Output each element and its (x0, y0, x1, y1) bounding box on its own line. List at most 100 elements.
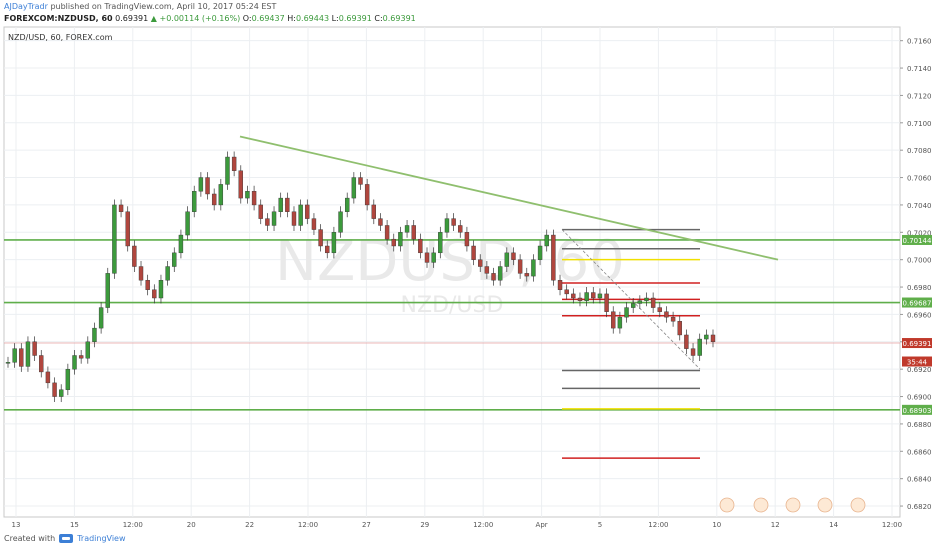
candle-body[interactable] (98, 307, 104, 329)
candle-body[interactable] (577, 297, 583, 301)
candle-body[interactable] (624, 307, 629, 318)
candle-body[interactable] (105, 273, 110, 308)
candle-body[interactable] (178, 234, 184, 254)
candle-body[interactable] (551, 234, 556, 281)
candle-body[interactable] (384, 225, 390, 240)
candle-body[interactable] (285, 197, 290, 212)
candle-body[interactable] (704, 334, 709, 340)
candle-body[interactable] (172, 252, 177, 267)
candle-body[interactable] (358, 177, 363, 185)
candle-body[interactable] (318, 229, 323, 247)
candle-body[interactable] (657, 307, 662, 312)
candle-body[interactable] (424, 252, 430, 263)
candle-body[interactable] (331, 232, 337, 254)
candle-body[interactable] (438, 232, 443, 254)
candle-body[interactable] (325, 245, 330, 254)
candle-body[interactable] (511, 252, 516, 260)
descending-trendline[interactable] (239, 135, 779, 261)
candle-body[interactable] (597, 293, 603, 299)
candle-body[interactable] (205, 177, 210, 195)
candle-body[interactable] (211, 193, 217, 206)
candle-body[interactable] (59, 389, 64, 397)
candle-body[interactable] (39, 355, 44, 373)
candle-body[interactable] (664, 311, 669, 318)
candle-body[interactable] (458, 225, 463, 233)
candle-body[interactable] (531, 259, 536, 277)
candle-body[interactable] (484, 266, 490, 274)
candle-body[interactable] (630, 303, 636, 308)
candle-body[interactable] (584, 292, 589, 301)
candle-body[interactable] (158, 280, 164, 299)
candle-body[interactable] (517, 259, 523, 274)
candle-body[interactable] (650, 297, 656, 308)
candle-body[interactable] (132, 245, 137, 267)
candle-body[interactable] (65, 368, 71, 390)
plot-area[interactable] (3, 26, 901, 518)
candle-body[interactable] (5, 362, 11, 364)
candle-body[interactable] (152, 289, 157, 299)
candle-body[interactable] (92, 327, 97, 343)
candle-body[interactable] (418, 238, 423, 254)
tradingview-brand[interactable]: TradingView (77, 534, 126, 543)
candle-body[interactable] (604, 293, 609, 312)
candle-body[interactable] (491, 273, 496, 281)
candle-body[interactable] (305, 204, 310, 219)
candle-body[interactable] (298, 204, 303, 226)
candle-body[interactable] (145, 280, 150, 290)
candle-body[interactable] (265, 218, 270, 226)
candle-body[interactable] (617, 316, 623, 329)
candle-body[interactable] (192, 191, 197, 212)
candle-body[interactable] (225, 156, 230, 185)
candle-body[interactable] (564, 289, 569, 295)
candle-body[interactable] (311, 218, 317, 230)
candle-body[interactable] (344, 197, 350, 212)
candle-body[interactable] (291, 211, 297, 226)
candle-body[interactable] (378, 218, 383, 226)
candle-body[interactable] (364, 184, 370, 206)
candle-body[interactable] (391, 238, 396, 247)
economic-event-icon[interactable] (850, 497, 866, 513)
candle-body[interactable] (464, 232, 470, 247)
candle-body[interactable] (557, 280, 563, 290)
candle-body[interactable] (12, 348, 17, 363)
candle-body[interactable] (537, 245, 543, 260)
candle-body[interactable] (19, 348, 24, 367)
candle-body[interactable] (611, 311, 616, 329)
candle-body[interactable] (32, 341, 37, 356)
economic-event-icon[interactable] (719, 497, 735, 513)
candle-body[interactable] (72, 355, 77, 370)
author-link[interactable]: AJDayTradr (4, 2, 48, 11)
candle-body[interactable] (85, 341, 91, 359)
candle-body[interactable] (371, 204, 377, 219)
candle-body[interactable] (644, 297, 649, 301)
candle-body[interactable] (231, 156, 237, 171)
candle-body[interactable] (670, 316, 676, 322)
candle-body[interactable] (185, 211, 190, 236)
candle-body[interactable] (338, 211, 343, 233)
candle-body[interactable] (125, 211, 130, 247)
candle-body[interactable] (451, 218, 456, 226)
candle-body[interactable] (398, 232, 403, 247)
candle-body[interactable] (238, 170, 243, 199)
candle-body[interactable] (52, 382, 57, 397)
candle-body[interactable] (497, 266, 503, 281)
candle-body[interactable] (571, 293, 576, 299)
candle-body[interactable] (637, 300, 643, 304)
candle-body[interactable] (118, 204, 124, 212)
candle-body[interactable] (690, 348, 696, 356)
candle-body[interactable] (251, 191, 257, 206)
candle-body[interactable] (404, 225, 410, 233)
economic-event-icon[interactable] (817, 497, 833, 513)
candle-body[interactable] (218, 184, 224, 206)
candle-body[interactable] (278, 197, 283, 212)
fib-trend-line[interactable] (561, 229, 701, 370)
candle-body[interactable] (78, 355, 84, 359)
tradingview-logo-icon[interactable] (59, 534, 74, 543)
candle-body[interactable] (478, 259, 483, 267)
candle-body[interactable] (544, 234, 549, 247)
candle-body[interactable] (504, 252, 510, 267)
candle-body[interactable] (112, 204, 117, 274)
candle-body[interactable] (271, 211, 277, 226)
candle-body[interactable] (258, 204, 263, 219)
